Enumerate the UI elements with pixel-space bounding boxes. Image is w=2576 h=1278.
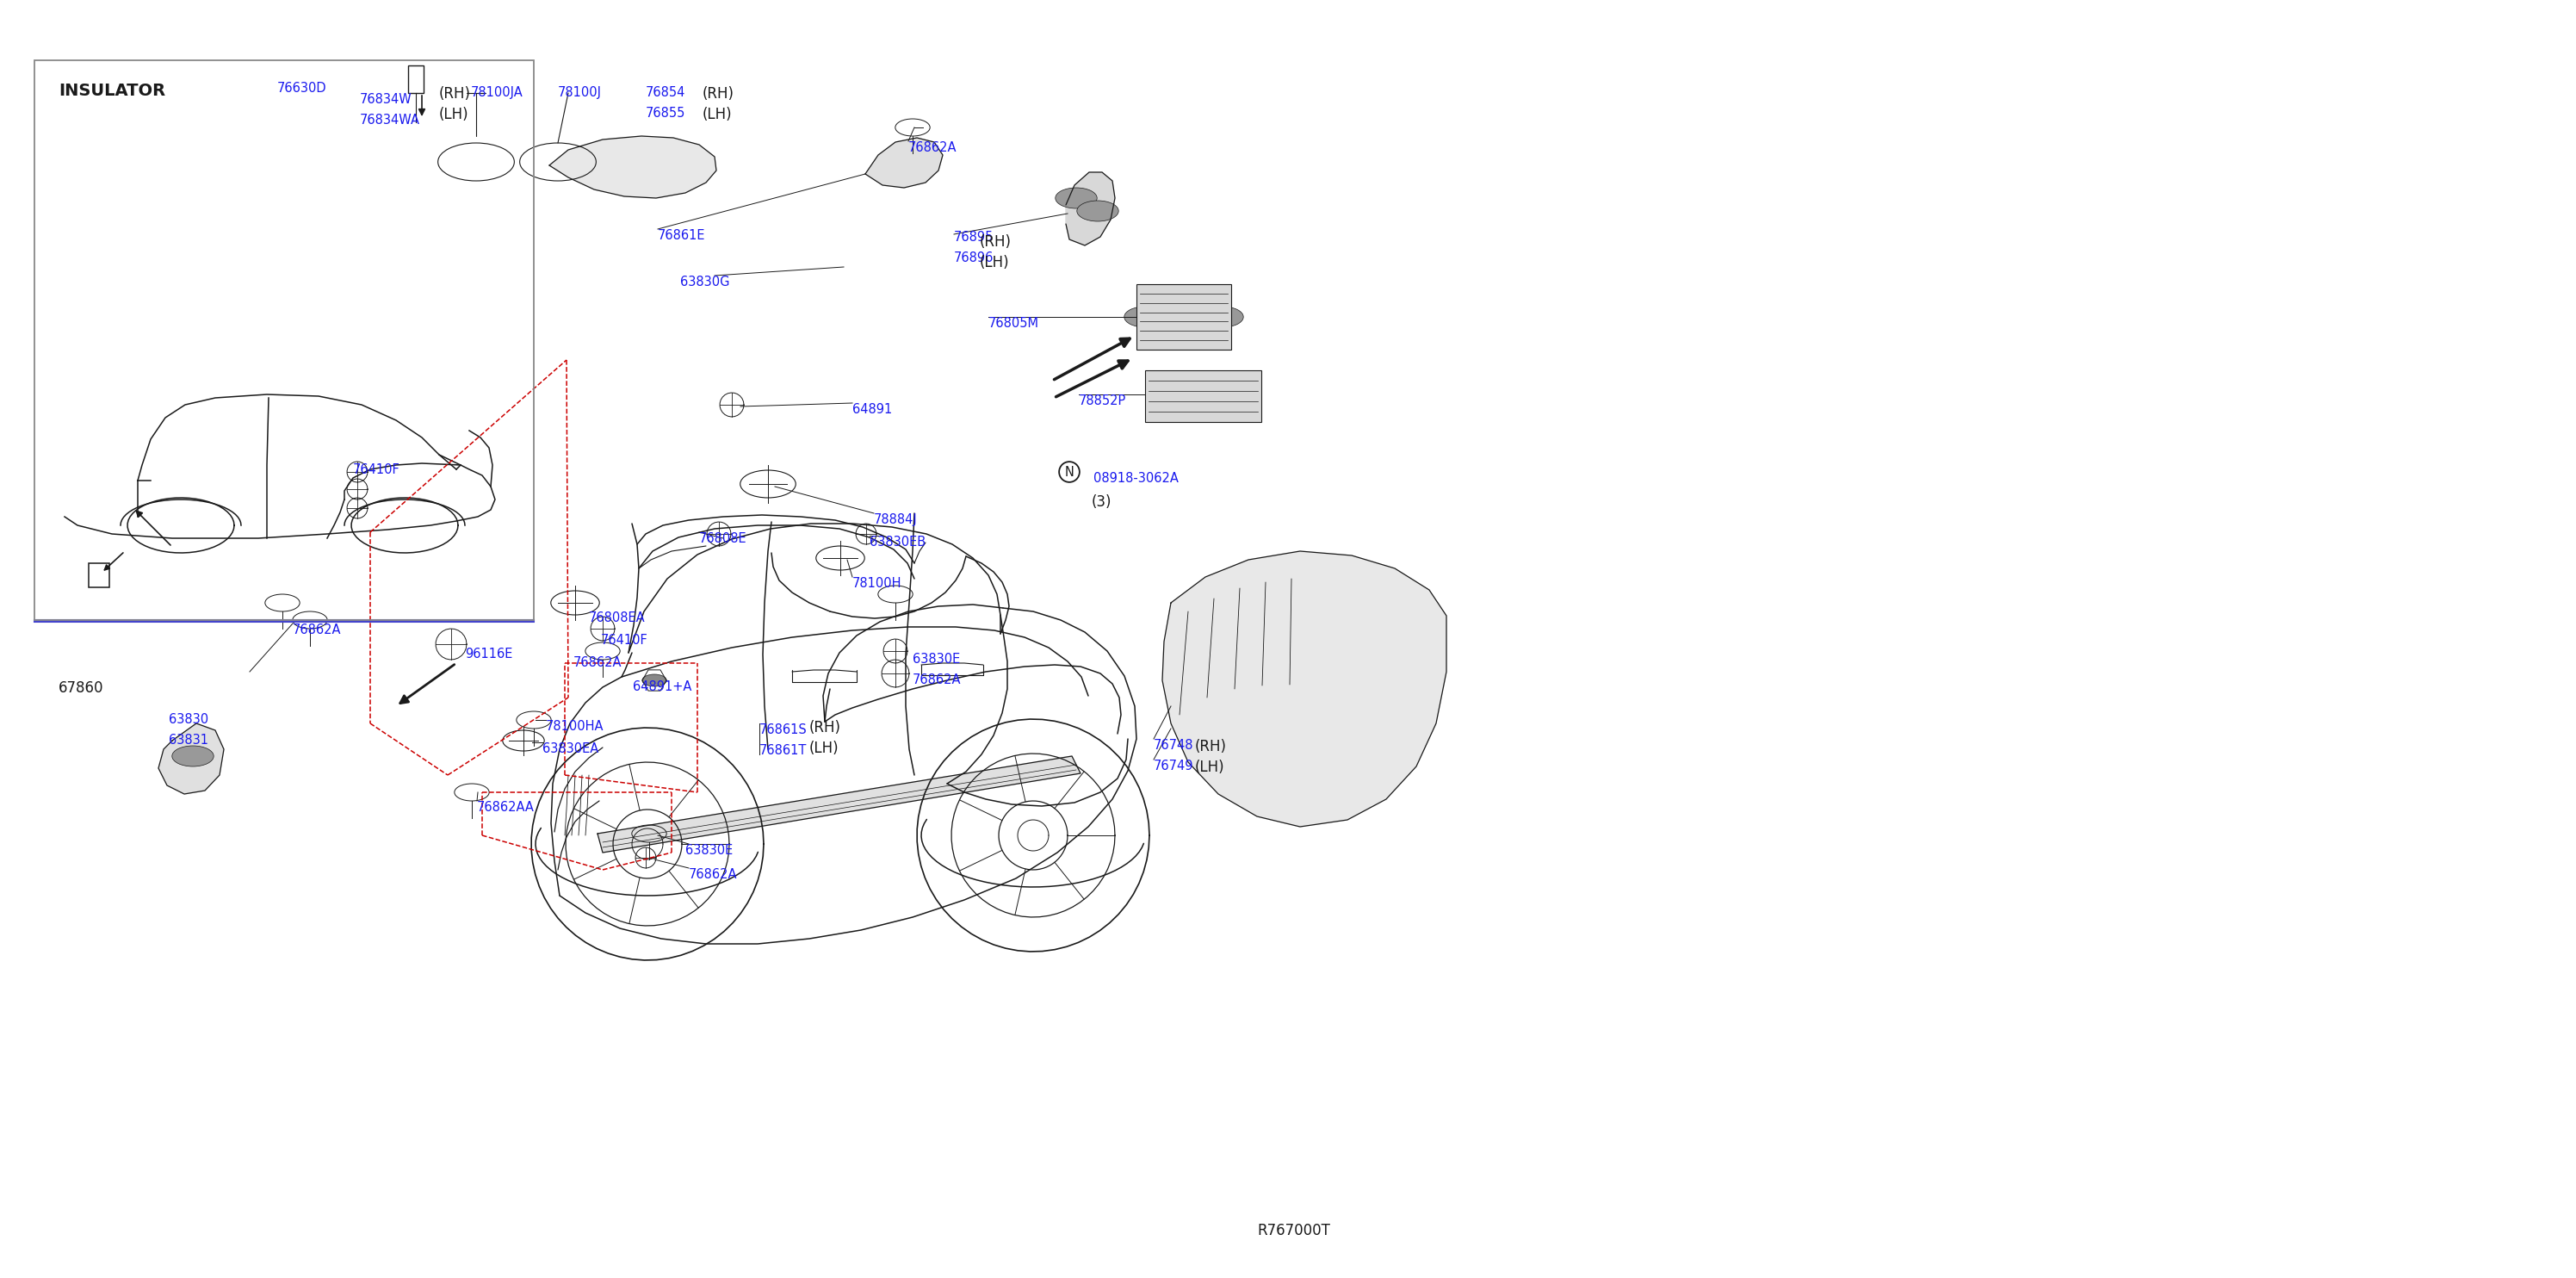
Text: N: N — [1064, 465, 1074, 478]
Text: 63830E: 63830E — [685, 843, 734, 856]
Text: 67860: 67860 — [59, 680, 103, 695]
Text: 76410F: 76410F — [353, 464, 399, 477]
Bar — [1146, 371, 1262, 422]
Text: 76854: 76854 — [647, 86, 685, 98]
Bar — [1136, 284, 1231, 350]
Text: 76862AA: 76862AA — [477, 801, 536, 814]
Text: 76862A: 76862A — [909, 142, 956, 155]
Text: 76748: 76748 — [1154, 739, 1193, 751]
Text: 78852P: 78852P — [1079, 395, 1126, 408]
Text: 78100J: 78100J — [559, 86, 603, 98]
Circle shape — [173, 746, 214, 767]
Text: (LH): (LH) — [1195, 759, 1224, 774]
Text: 76862A: 76862A — [574, 656, 621, 670]
Text: 63830: 63830 — [170, 713, 209, 726]
Text: 76861S: 76861S — [760, 723, 806, 736]
Text: 96116E: 96116E — [464, 648, 513, 661]
Text: INSULATOR: INSULATOR — [59, 83, 165, 98]
Circle shape — [1056, 188, 1097, 208]
Text: 63830G: 63830G — [680, 276, 729, 289]
Text: 76861E: 76861E — [657, 229, 706, 242]
Text: R767000T: R767000T — [1257, 1223, 1329, 1238]
Text: 78100JA: 78100JA — [471, 86, 523, 98]
Text: 76808E: 76808E — [698, 532, 747, 546]
Bar — [407, 65, 422, 93]
Polygon shape — [157, 723, 224, 794]
Text: (RH): (RH) — [1195, 739, 1226, 754]
Text: 76862A: 76862A — [294, 624, 343, 636]
Text: 76834W: 76834W — [361, 93, 412, 106]
Bar — [88, 564, 108, 588]
Text: 76855: 76855 — [647, 107, 685, 120]
Polygon shape — [549, 135, 716, 198]
Text: 76410F: 76410F — [600, 634, 649, 647]
Text: 63830EB: 63830EB — [871, 535, 925, 548]
Text: 76805M: 76805M — [989, 317, 1038, 330]
Text: 76862A: 76862A — [688, 868, 737, 881]
Text: 64891: 64891 — [853, 403, 891, 415]
Bar — [33, 60, 533, 620]
Text: 78884J: 78884J — [873, 514, 917, 527]
Text: (RH): (RH) — [809, 720, 842, 735]
Text: (LH): (LH) — [703, 107, 732, 123]
Text: (RH): (RH) — [438, 86, 471, 102]
Text: (RH): (RH) — [703, 86, 734, 102]
Text: 63831: 63831 — [170, 734, 209, 746]
Text: 76896: 76896 — [953, 252, 994, 265]
Text: 76630D: 76630D — [278, 82, 327, 95]
Text: (RH): (RH) — [979, 234, 1012, 249]
Circle shape — [1077, 201, 1118, 221]
Polygon shape — [1066, 173, 1115, 245]
Text: 78100H: 78100H — [853, 576, 902, 590]
Polygon shape — [866, 138, 943, 188]
Polygon shape — [1162, 551, 1445, 827]
Circle shape — [641, 675, 667, 686]
Text: 64891+A: 64891+A — [634, 680, 693, 693]
Text: (LH): (LH) — [438, 107, 469, 123]
Polygon shape — [598, 757, 1079, 852]
Text: 76834WA: 76834WA — [361, 114, 420, 127]
Text: 76808EA: 76808EA — [590, 611, 647, 625]
Text: (LH): (LH) — [979, 254, 1010, 271]
Text: 76862A: 76862A — [912, 674, 961, 686]
Text: 76749: 76749 — [1154, 759, 1193, 772]
Circle shape — [1123, 307, 1167, 327]
Text: (LH): (LH) — [809, 741, 840, 757]
Text: 76895: 76895 — [953, 231, 994, 244]
Text: 63830EA: 63830EA — [544, 743, 598, 755]
Text: 76861T: 76861T — [760, 744, 806, 757]
Circle shape — [1203, 307, 1244, 327]
Text: 08918-3062A: 08918-3062A — [1092, 472, 1180, 484]
Text: 78100HA: 78100HA — [546, 720, 603, 732]
Text: 63830E: 63830E — [912, 653, 961, 666]
Text: (3): (3) — [1092, 495, 1113, 510]
